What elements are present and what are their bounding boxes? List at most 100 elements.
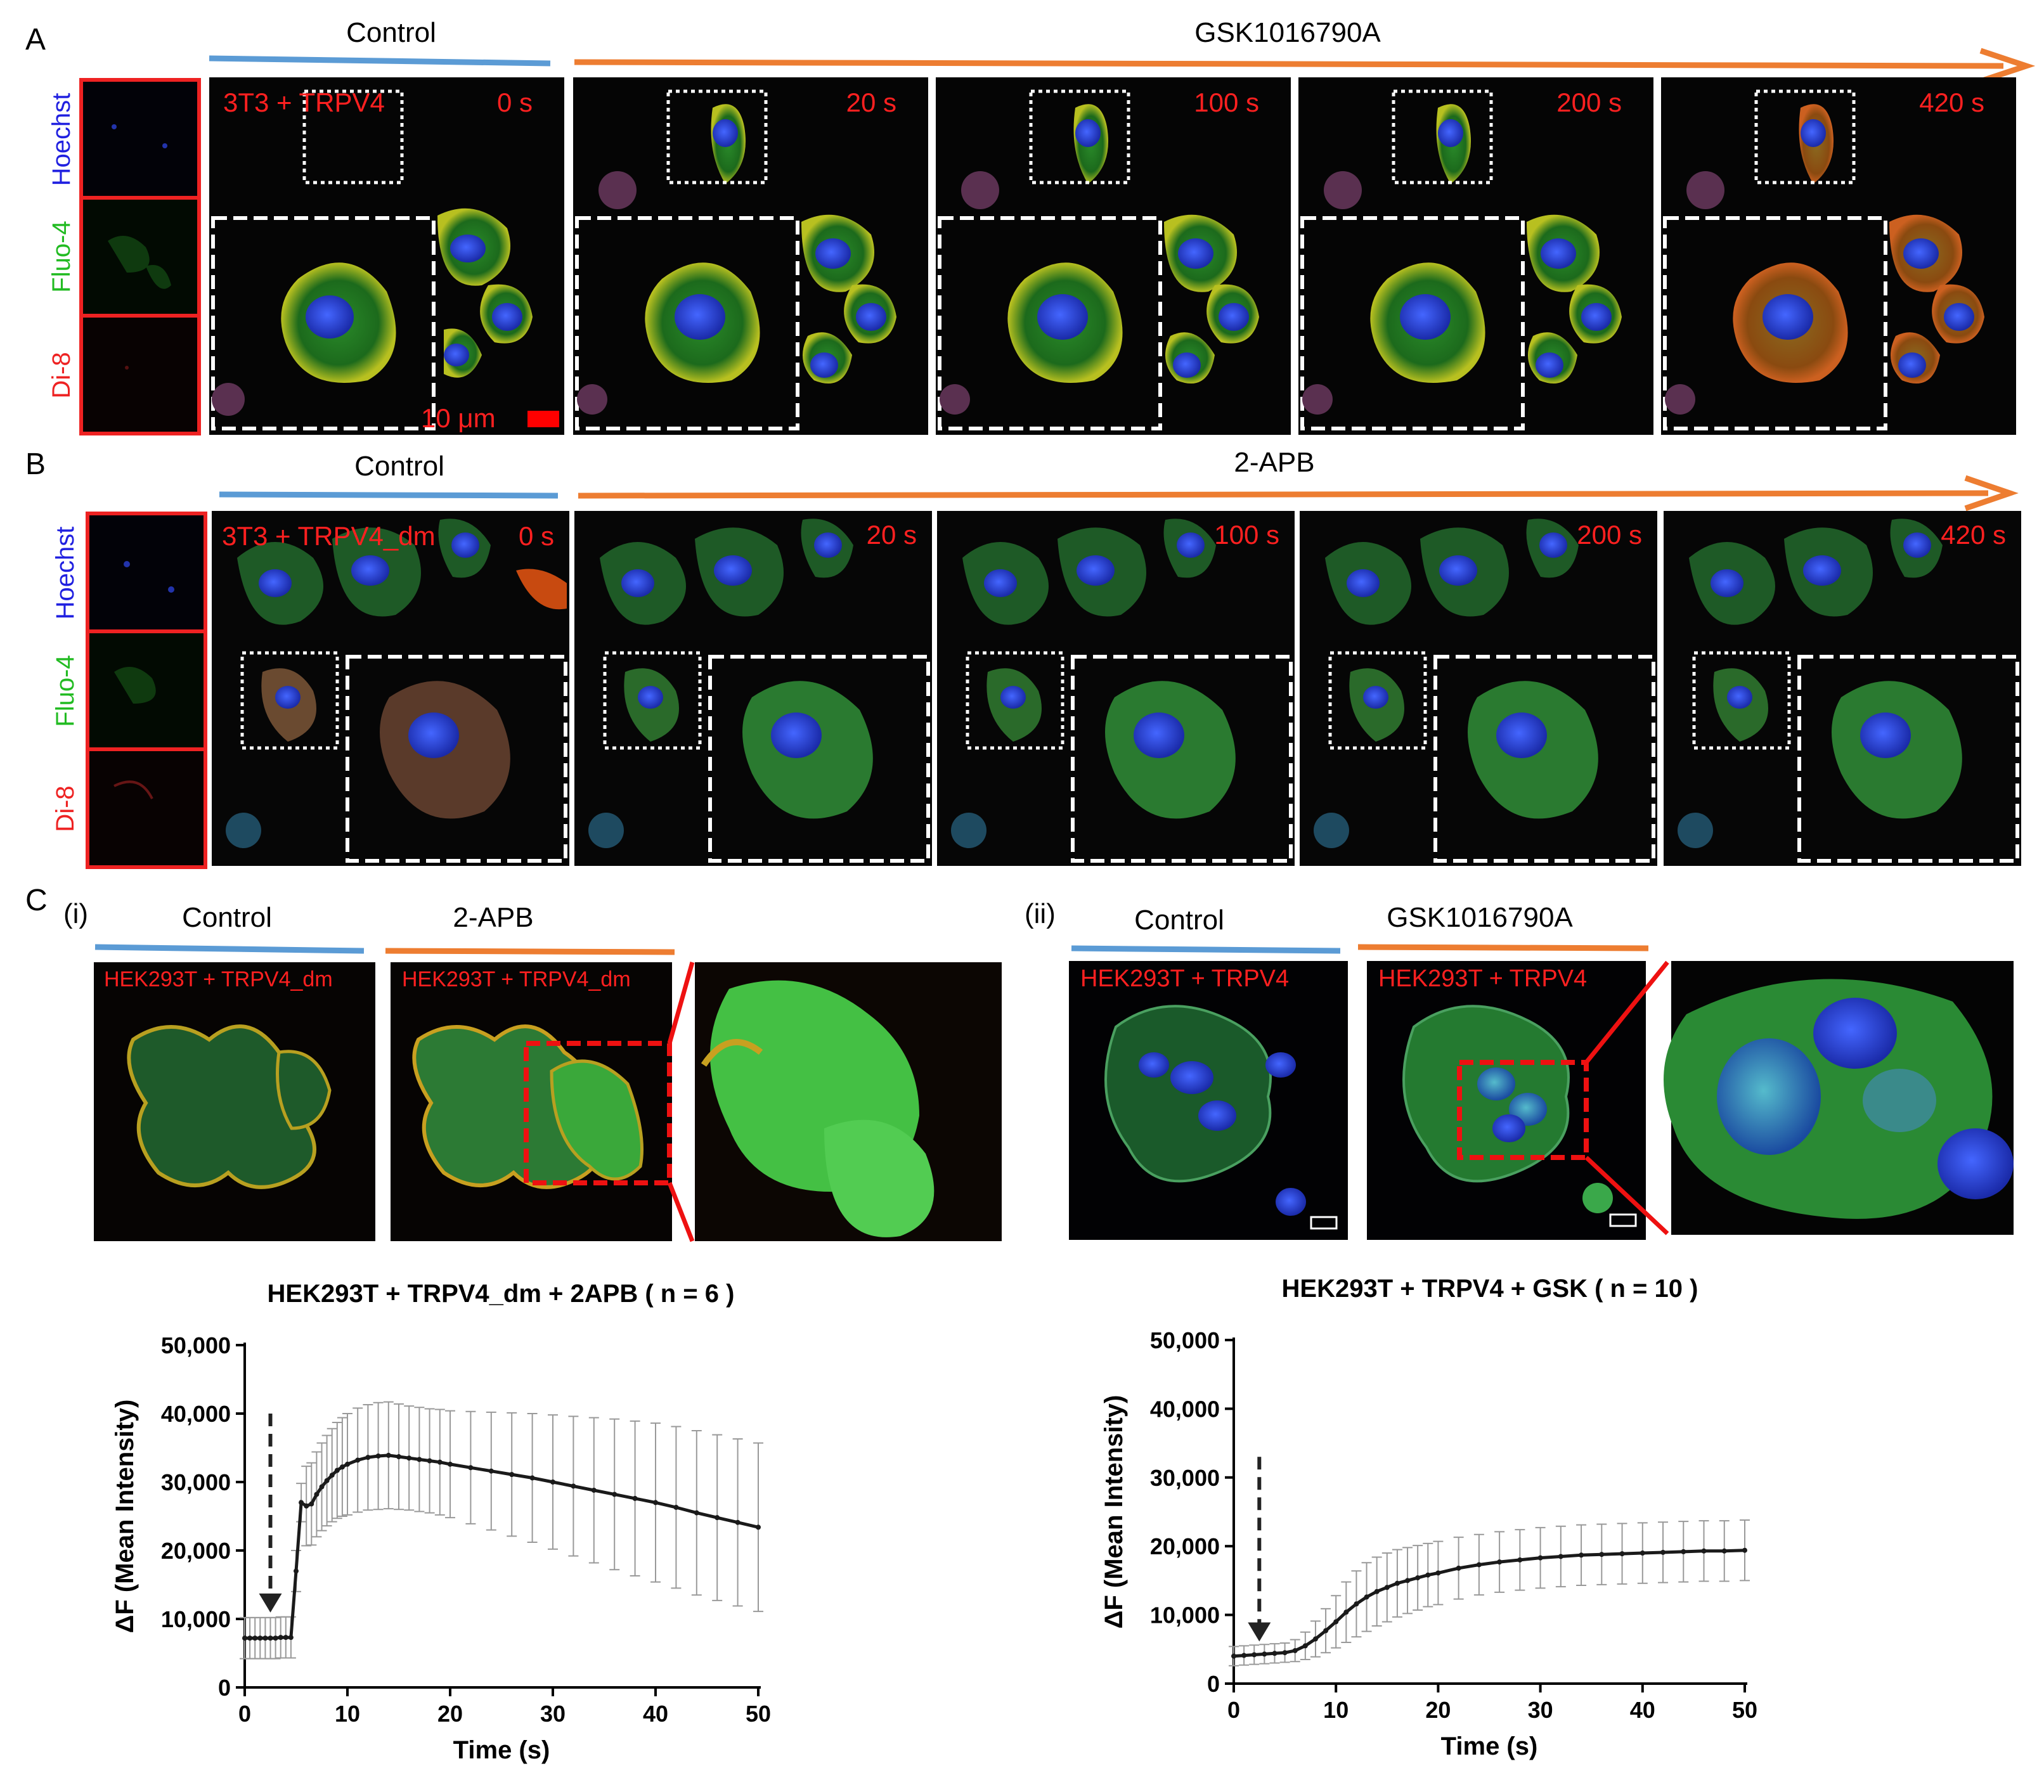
chart0-data-point xyxy=(288,1635,294,1641)
chart0-data-point xyxy=(591,1487,597,1493)
chart1-data-point xyxy=(1302,1643,1308,1649)
chart1-data-point xyxy=(1262,1651,1267,1657)
panel-a-letter: A xyxy=(25,23,46,56)
panel-c-ii-zoom-image xyxy=(1664,961,2014,1235)
panel-b-time-3: 200 s xyxy=(1577,520,1642,550)
panel-c-ii-zoom-lines xyxy=(1584,960,1669,1235)
panel-c-sub-ii: (ii) xyxy=(1025,898,1056,929)
chart0-title: HEK293T + TRPV4_dm + 2APB ( n = 6 ) xyxy=(268,1280,735,1308)
chart1-data-point xyxy=(1599,1552,1605,1557)
panel-c-sub-i: (i) xyxy=(63,898,88,929)
panel-a-time-4: 420 s xyxy=(1919,87,1984,117)
panel-a-frame-2: 100 s xyxy=(936,77,1291,435)
panel-b-channel-strip xyxy=(86,512,207,869)
chart0-data-point xyxy=(385,1452,391,1458)
panel-b-channel-di8: Di-8 xyxy=(51,785,79,832)
chart0-data-point xyxy=(550,1479,555,1485)
panel-c-i-control-cell-label: HEK293T + TRPV4_dm xyxy=(104,967,333,991)
panel-b-time-0: 0 s xyxy=(519,521,554,551)
panel-a-time-0: 0 s xyxy=(497,87,533,117)
panel-b-treatment-label: 2-APB xyxy=(1234,447,1314,478)
chart0-data-point xyxy=(509,1472,515,1478)
panel-a-channel-strip xyxy=(79,78,201,435)
chart0-data-point xyxy=(304,1503,309,1509)
panel-a-control-label: Control xyxy=(346,17,436,48)
chart0-data-point xyxy=(715,1515,720,1521)
panel-a-channel-di8: Di-8 xyxy=(48,352,75,398)
chart0-data-point xyxy=(345,1461,350,1467)
chart0-data-point xyxy=(294,1568,299,1574)
chart0-error-bars xyxy=(240,1401,763,1660)
chart1-x-tick-label: 30 xyxy=(1528,1697,1553,1723)
chart0-y-tick-label: 0 xyxy=(218,1675,231,1701)
chart1-data-point xyxy=(1742,1547,1747,1553)
chart1-y-tick-label: 30,000 xyxy=(1150,1465,1220,1491)
chart1-data-point xyxy=(1537,1555,1543,1561)
chart1-mean-line xyxy=(1233,1549,1745,1658)
chart1-x-tick-label: 20 xyxy=(1425,1697,1451,1723)
chart0-data-point xyxy=(314,1492,320,1497)
chart1-data-point xyxy=(1354,1601,1359,1607)
chart1-data-point xyxy=(1681,1549,1686,1554)
chart0-data-point xyxy=(529,1475,535,1481)
chart0-data-point xyxy=(571,1483,576,1489)
chart1-data-point xyxy=(1640,1550,1645,1556)
panel-a-channel-hoechst: Hoechst xyxy=(48,93,75,186)
panel-a-time-3: 200 s xyxy=(1556,87,1622,117)
panel-a-time-2: 100 s xyxy=(1194,87,1259,117)
chart1-x-tick-label: 50 xyxy=(1732,1697,1757,1723)
chart0-x-axis-label: Time (s) xyxy=(453,1736,550,1764)
panel-a-frame-3: 200 s xyxy=(1298,77,1653,435)
chart1-x-tick-label: 10 xyxy=(1323,1697,1349,1723)
chart0-data-point xyxy=(694,1510,699,1516)
panel-c-i-control-image xyxy=(94,962,375,1241)
chart0-data-point xyxy=(247,1635,253,1641)
panel-a-frame-0 xyxy=(209,77,564,435)
panel-b-channel-fluo4: Fluo-4 xyxy=(51,655,79,726)
chart1-data-point xyxy=(1425,1572,1431,1578)
panel-b-treatment-arrow xyxy=(578,475,2019,512)
chart0-data-point xyxy=(257,1635,263,1641)
chart0-x-tick-label: 10 xyxy=(335,1701,360,1727)
chart1-data-point xyxy=(1323,1628,1329,1634)
chart0-data-point xyxy=(673,1504,679,1510)
panel-c-ii-treatment-label: GSK1016790A xyxy=(1387,902,1573,933)
chart0-data-point xyxy=(334,1467,340,1473)
panel-a-frame-4: 420 s xyxy=(1661,77,2016,435)
chart0-y-tick-label: 50,000 xyxy=(161,1332,231,1358)
chart0-data-point xyxy=(273,1635,278,1641)
chart0-data-point xyxy=(268,1635,273,1641)
chart0-x-tick-label: 40 xyxy=(643,1701,668,1727)
chart1-data-point xyxy=(1292,1647,1298,1653)
chart0-y-tick-label: 20,000 xyxy=(161,1538,231,1564)
chart1-data-point xyxy=(1343,1609,1349,1615)
chart0-data-point xyxy=(632,1495,638,1501)
panel-a-channel-fluo4: Fluo-4 xyxy=(48,221,75,292)
chart1-y-tick-label: 10,000 xyxy=(1150,1602,1220,1628)
panel-c-i-control-label: Control xyxy=(182,902,272,933)
chart0-data-point xyxy=(242,1635,247,1641)
chart1-y-tick-label: 0 xyxy=(1207,1671,1220,1697)
chart1-y-tick-label: 40,000 xyxy=(1150,1396,1220,1422)
chart0-x-tick-label: 0 xyxy=(238,1701,251,1727)
chart0-y-tick-label: 10,000 xyxy=(161,1606,231,1632)
panel-b-time-2: 100 s xyxy=(1214,520,1279,550)
chart0-data-point xyxy=(339,1464,345,1470)
chart1-data-point xyxy=(1333,1619,1339,1625)
chart0-data-point xyxy=(653,1500,658,1505)
panel-b-time-1: 20 s xyxy=(867,520,917,550)
panel-a-time-1: 20 s xyxy=(846,87,896,117)
panel-c-i-treatment-label: 2-APB xyxy=(453,902,533,933)
panel-c-ii-treatment-bar xyxy=(1357,944,1649,951)
chart0-data-point xyxy=(252,1635,258,1641)
chart0-data-point xyxy=(735,1519,741,1525)
panel-a-frames: 20 s 100 s 200 s 420 s xyxy=(573,77,2016,435)
panel-c-ii-treatment-image xyxy=(1367,961,1646,1240)
chart1-y-axis-label: ΔF (Mean Intensity) xyxy=(1100,1395,1128,1629)
panel-c-letter: C xyxy=(25,884,48,917)
chart0-y-axis-label: ΔF (Mean Intensity) xyxy=(111,1400,139,1634)
panel-b-frame-1: 20 s xyxy=(574,511,932,866)
chart0-data-point xyxy=(262,1635,268,1641)
chart1-data-point xyxy=(1619,1551,1625,1557)
